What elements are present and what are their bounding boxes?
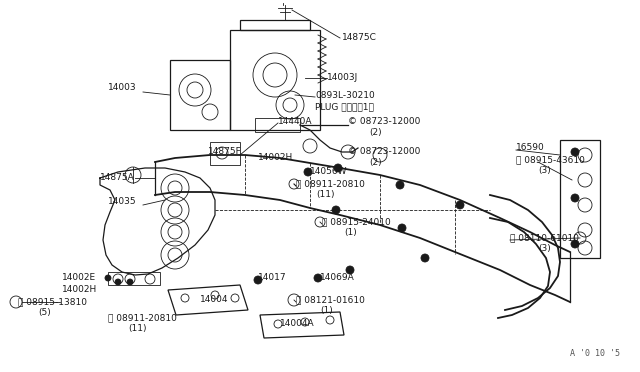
Circle shape [571, 148, 579, 156]
Text: (3): (3) [538, 167, 551, 176]
Circle shape [332, 206, 340, 214]
Text: 14002H: 14002H [258, 154, 293, 163]
Text: 16590: 16590 [516, 144, 545, 153]
Circle shape [115, 279, 121, 285]
Text: 14004A: 14004A [280, 318, 315, 327]
Text: 14003J: 14003J [327, 73, 358, 81]
Circle shape [456, 201, 464, 209]
Text: Ⓝ 08911-20810: Ⓝ 08911-20810 [296, 180, 365, 189]
Circle shape [334, 164, 342, 172]
Text: (1): (1) [344, 228, 356, 237]
Text: 14002E: 14002E [62, 273, 96, 282]
Text: (2): (2) [369, 128, 381, 138]
Text: 14440A: 14440A [278, 118, 312, 126]
Circle shape [396, 181, 404, 189]
Text: (5): (5) [38, 308, 51, 317]
Text: Ⓦ 08915-43610: Ⓦ 08915-43610 [516, 155, 585, 164]
Circle shape [571, 240, 579, 248]
Text: 14056W: 14056W [310, 167, 348, 176]
Text: (1): (1) [320, 307, 333, 315]
Text: (2): (2) [369, 158, 381, 167]
Text: Ⓝ 08915-13810: Ⓝ 08915-13810 [18, 298, 87, 307]
Text: PLUG プラグ（1）: PLUG プラグ（1） [315, 103, 374, 112]
Text: Ⓝ 08911-20810: Ⓝ 08911-20810 [108, 314, 177, 323]
Text: Ⓑ 08110-61010: Ⓑ 08110-61010 [510, 234, 579, 243]
Text: 14004: 14004 [200, 295, 228, 305]
Text: (11): (11) [316, 190, 335, 199]
Text: © 08723-12000: © 08723-12000 [348, 118, 420, 126]
Text: 14003: 14003 [108, 83, 136, 93]
Text: 0893L-30210: 0893L-30210 [315, 90, 375, 99]
Circle shape [421, 254, 429, 262]
Circle shape [571, 194, 579, 202]
Text: 14875A: 14875A [100, 173, 135, 183]
Text: 14017: 14017 [258, 273, 287, 282]
Text: 14875F: 14875F [208, 147, 242, 155]
Circle shape [127, 279, 133, 285]
Circle shape [398, 224, 406, 232]
Circle shape [346, 266, 354, 274]
Text: A '0 10 '5: A '0 10 '5 [570, 349, 620, 358]
Circle shape [304, 168, 312, 176]
Circle shape [254, 276, 262, 284]
Text: 14035: 14035 [108, 198, 136, 206]
Circle shape [105, 275, 111, 281]
Text: (11): (11) [128, 324, 147, 334]
Text: 14069A: 14069A [320, 273, 355, 282]
Circle shape [314, 274, 322, 282]
Text: 14002H: 14002H [62, 285, 97, 295]
Text: (3): (3) [538, 244, 551, 253]
Text: © 08723-12000: © 08723-12000 [348, 148, 420, 157]
Text: Ⓜ 08915-24010: Ⓜ 08915-24010 [322, 218, 391, 227]
Text: Ⓑ 08121-01610: Ⓑ 08121-01610 [296, 295, 365, 305]
Text: 14875C: 14875C [342, 32, 377, 42]
